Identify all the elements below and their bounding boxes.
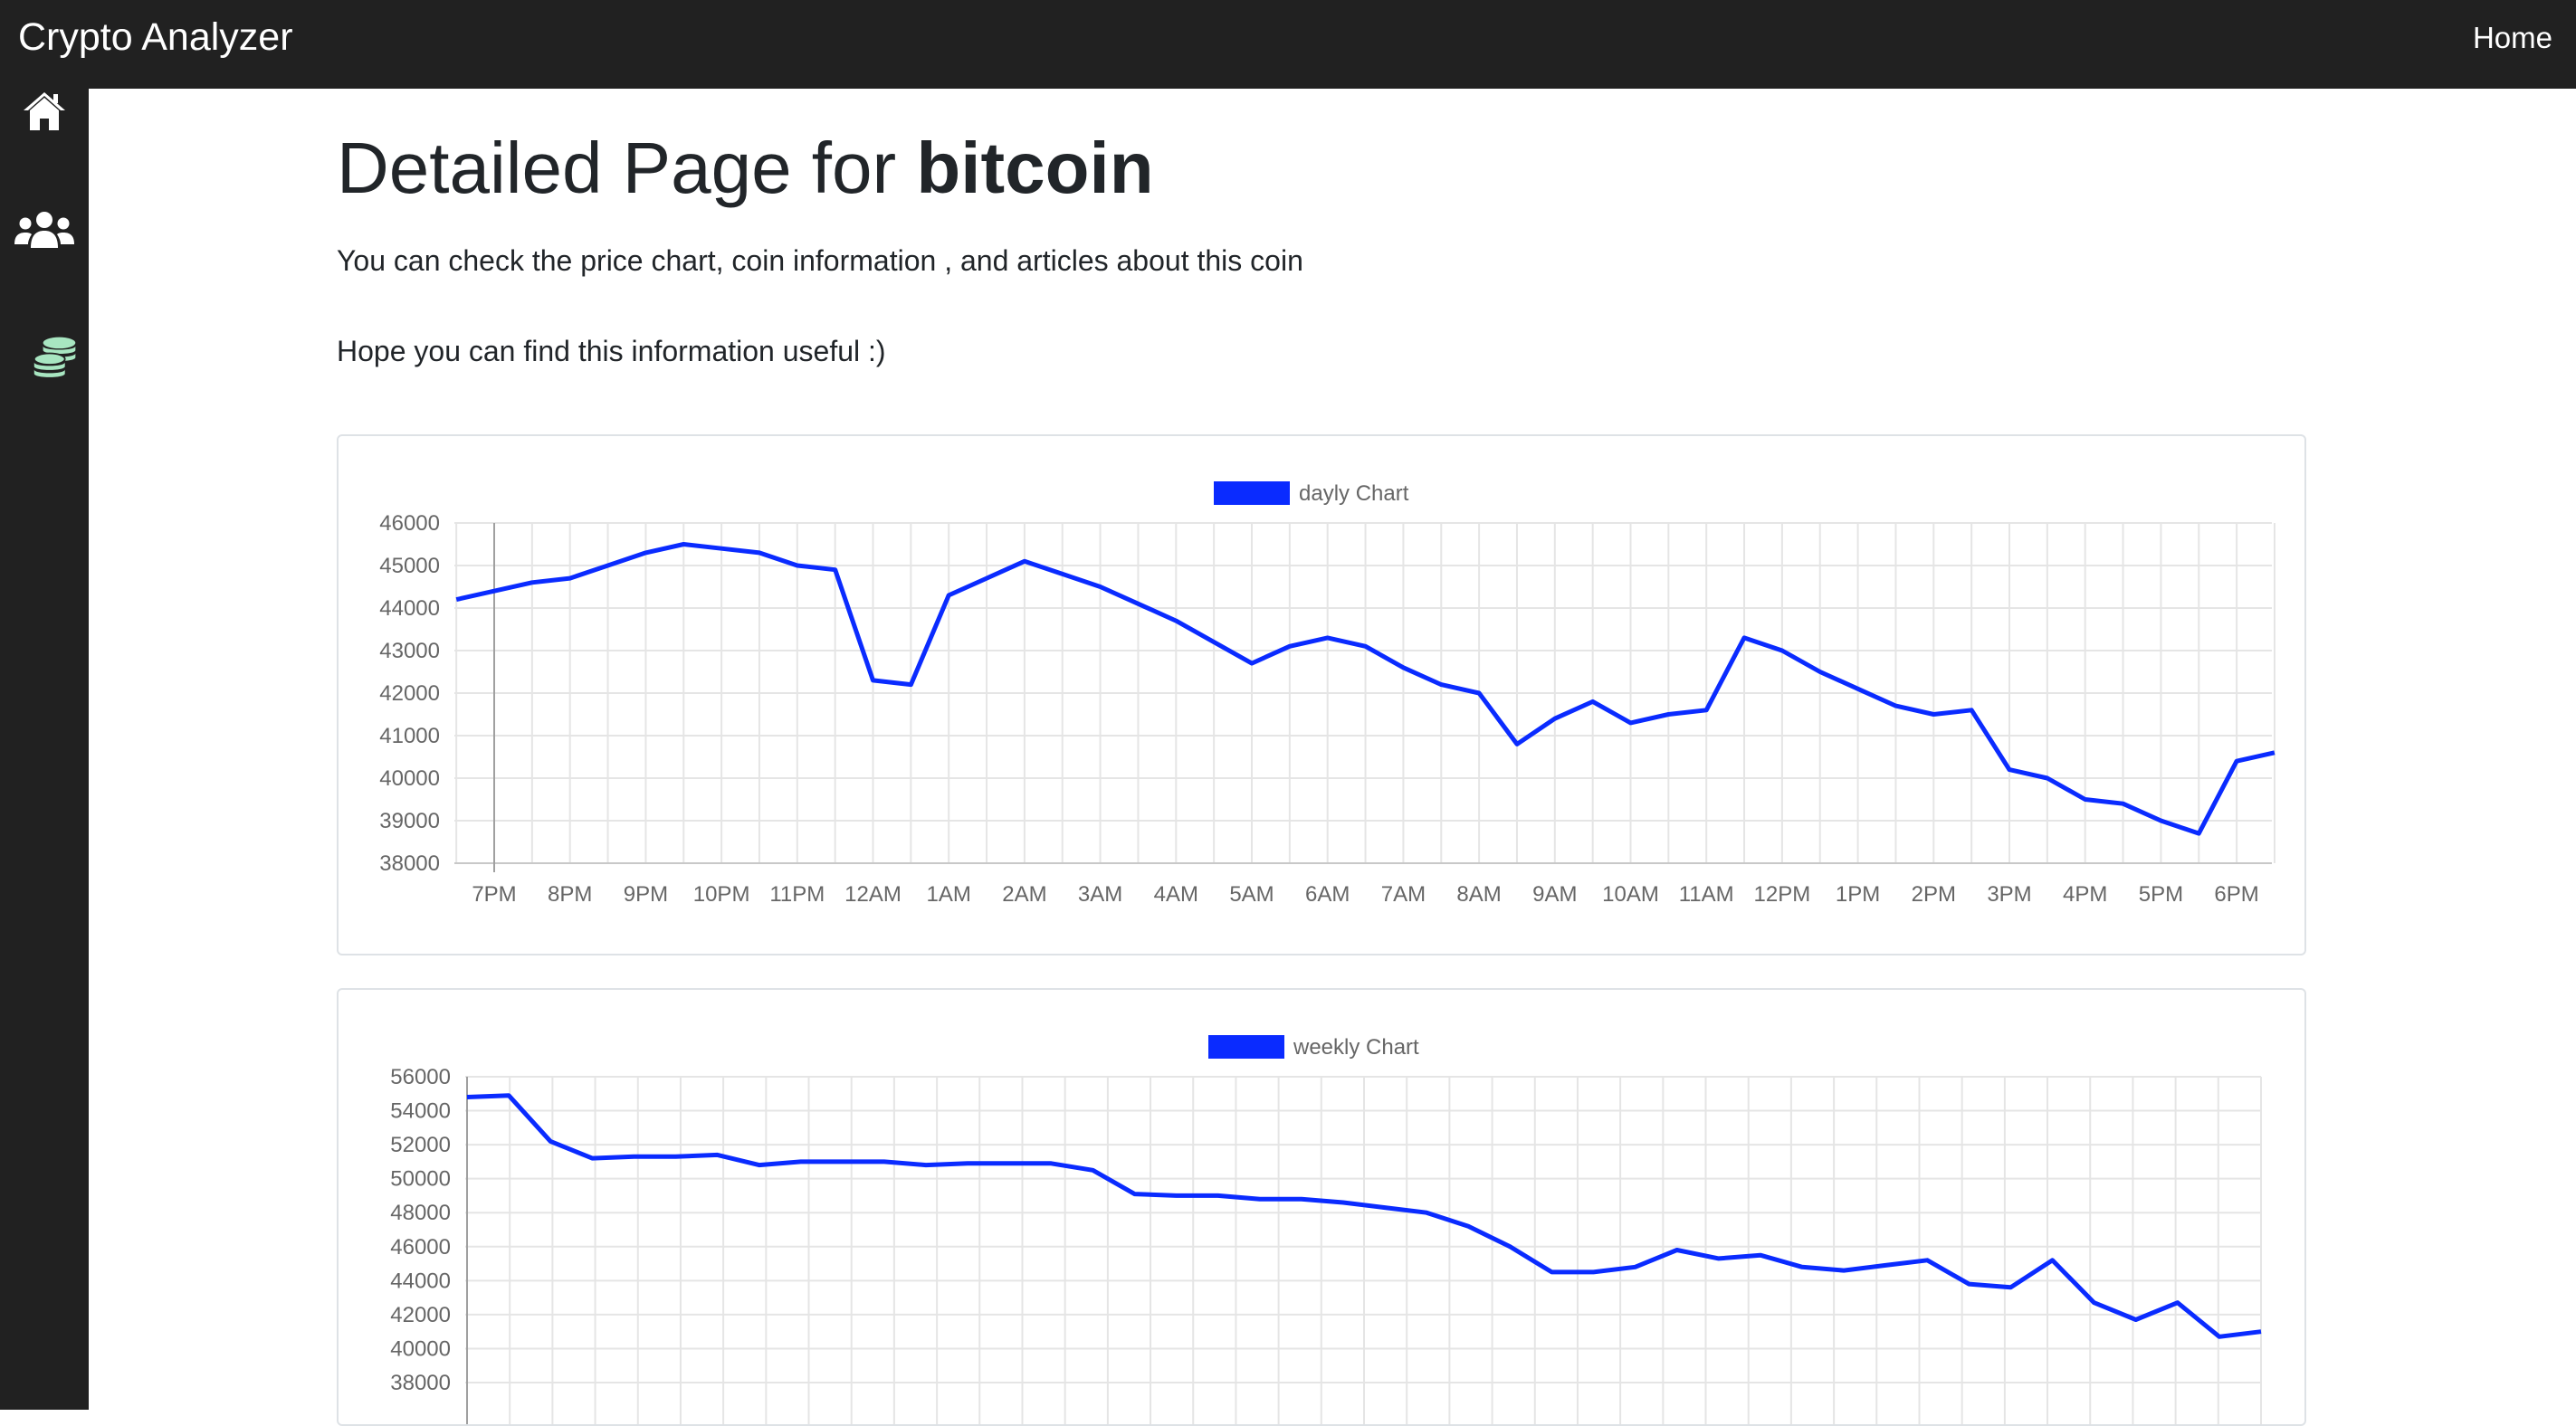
home-link[interactable]: Home bbox=[2472, 21, 2552, 54]
x-tick-label: 1AM bbox=[927, 882, 971, 907]
y-tick-label: 50000 bbox=[390, 1167, 451, 1192]
y-tick-label: 44000 bbox=[379, 596, 440, 621]
legend-label: weekly Chart bbox=[1293, 1035, 1419, 1060]
weekly-price-line[interactable] bbox=[466, 1093, 2262, 1339]
top-navbar: Crypto Analyzer Home bbox=[0, 0, 2576, 89]
y-tick-label: 40000 bbox=[379, 766, 440, 791]
weekly-price-chart[interactable]: weekly Chart 56000 54000 52000 50000 48000 460… bbox=[339, 990, 2304, 1424]
x-tick-label: 5AM bbox=[1229, 882, 1274, 907]
x-tick-label: 12PM bbox=[1754, 882, 1811, 907]
x-tick-label: 4AM bbox=[1154, 882, 1198, 907]
x-tick-label: 7PM bbox=[472, 882, 516, 907]
x-tick-label: 5PM bbox=[2139, 882, 2183, 907]
y-tick-label: 46000 bbox=[390, 1235, 451, 1260]
sidebar bbox=[0, 89, 89, 1410]
page-note: Hope you can find this information usefu… bbox=[337, 335, 886, 367]
x-tick-label: 8PM bbox=[548, 882, 592, 907]
x-tick-label: 6AM bbox=[1305, 882, 1350, 907]
y-tick-label: 45000 bbox=[379, 554, 440, 578]
chart-legend[interactable]: weekly Chart bbox=[1208, 1035, 1419, 1060]
x-tick-label: 1PM bbox=[1836, 882, 1880, 907]
x-tick-label: 9AM bbox=[1532, 882, 1577, 907]
chart-legend[interactable]: dayly Chart bbox=[1214, 481, 1409, 506]
y-tick-label: 54000 bbox=[390, 1099, 451, 1124]
x-tick-label: 2PM bbox=[1912, 882, 1956, 907]
y-tick-label: 41000 bbox=[379, 724, 440, 748]
title-coin: bitcoin bbox=[916, 128, 1154, 208]
y-tick-label: 46000 bbox=[379, 511, 440, 536]
x-tick-label: 3AM bbox=[1078, 882, 1122, 907]
x-tick-label: 11PM bbox=[769, 882, 825, 907]
x-tick-label: 11AM bbox=[1679, 882, 1734, 907]
x-tick-label: 6PM bbox=[2214, 882, 2258, 907]
y-tick-label: 42000 bbox=[390, 1303, 451, 1327]
weekly-chart-card: weekly Chart 56000 54000 52000 50000 48000 460… bbox=[337, 988, 2306, 1426]
x-tick-label: 3PM bbox=[1987, 882, 2031, 907]
x-tick-label: 2AM bbox=[1002, 882, 1046, 907]
y-tick-label: 39000 bbox=[379, 809, 440, 833]
legend-swatch bbox=[1214, 481, 1290, 505]
y-tick-label: 38000 bbox=[379, 851, 440, 876]
y-tick-label: 56000 bbox=[390, 1065, 451, 1089]
daily-chart-card: dayly Chart 46000 45000 44000 43000 42000 4100… bbox=[337, 434, 2306, 955]
daily-price-line[interactable] bbox=[455, 542, 2275, 836]
y-tick-label: 38000 bbox=[390, 1371, 451, 1395]
y-tick-label: 48000 bbox=[390, 1201, 451, 1225]
daily-price-chart[interactable]: dayly Chart 46000 45000 44000 43000 42000 4100… bbox=[339, 436, 2304, 954]
x-tick-label: 4PM bbox=[2063, 882, 2107, 907]
page-subtitle: You can check the price chart, coin info… bbox=[337, 244, 1303, 277]
x-tick-label: 9PM bbox=[624, 882, 668, 907]
page-title: Detailed Page for bitcoin bbox=[337, 125, 1154, 212]
x-tick-label: 8AM bbox=[1456, 882, 1501, 907]
users-icon[interactable] bbox=[13, 208, 76, 253]
y-tick-label: 40000 bbox=[390, 1336, 451, 1361]
legend-label: dayly Chart bbox=[1299, 481, 1409, 506]
y-tick-label: 44000 bbox=[390, 1269, 451, 1293]
home-icon[interactable] bbox=[22, 89, 67, 134]
brand-title[interactable]: Crypto Analyzer bbox=[18, 15, 293, 59]
y-tick-label: 42000 bbox=[379, 681, 440, 706]
coins-icon[interactable] bbox=[29, 335, 81, 380]
y-tick-label: 52000 bbox=[390, 1133, 451, 1157]
x-tick-label: 7AM bbox=[1381, 882, 1426, 907]
title-prefix: Detailed Page for bbox=[337, 128, 897, 208]
x-tick-label: 10AM bbox=[1602, 882, 1659, 907]
x-tick-label: 10PM bbox=[693, 882, 750, 907]
legend-swatch bbox=[1208, 1035, 1284, 1059]
y-tick-label: 43000 bbox=[379, 639, 440, 663]
x-tick-label: 12AM bbox=[844, 882, 902, 907]
